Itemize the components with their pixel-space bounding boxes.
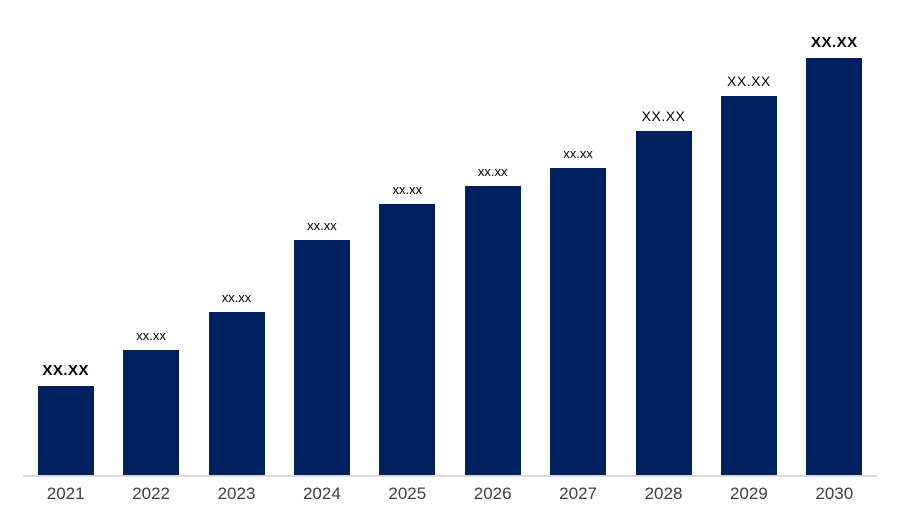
bar-label-2023: xx.xx [221, 290, 252, 305]
bar-2023 [208, 312, 265, 475]
bar-2026 [464, 186, 521, 475]
bar-label-2021: XX.XX [42, 362, 90, 379]
x-tick-2028: 2028 [644, 484, 683, 503]
bar-2030 [806, 58, 863, 475]
x-tick-2027: 2027 [559, 484, 598, 503]
bar-label-2028: XX.XX [641, 108, 686, 124]
bar-label-2030: XX.XX [810, 34, 858, 51]
bar-2024 [293, 240, 350, 475]
x-tick-2023: 2023 [217, 484, 256, 503]
bar-2028 [635, 131, 692, 475]
bar-label-2026: xx.xx [477, 164, 508, 179]
x-tick-2025: 2025 [388, 484, 427, 503]
x-tick-2029: 2029 [729, 484, 768, 503]
x-tick-2030: 2030 [815, 484, 854, 503]
bar-2025 [379, 204, 436, 475]
bar-label-2022: xx.xx [136, 328, 166, 343]
x-axis-line [23, 475, 877, 477]
x-tick-2024: 2024 [302, 484, 341, 503]
bar-2027 [550, 168, 607, 475]
x-tick-2021: 2021 [46, 484, 85, 503]
x-tick-2026: 2026 [473, 484, 512, 503]
bar-label-2024: xx.xx [307, 218, 337, 233]
bar-2022 [123, 350, 180, 475]
x-tick-2022: 2022 [132, 484, 171, 503]
bar-label-2027: xx.xx [563, 146, 593, 161]
bar-2021 [37, 386, 94, 475]
bar-label-2029: XX.XX [727, 73, 771, 89]
bar-label-2025: xx.xx [392, 182, 423, 197]
bar-2029 [720, 96, 777, 475]
